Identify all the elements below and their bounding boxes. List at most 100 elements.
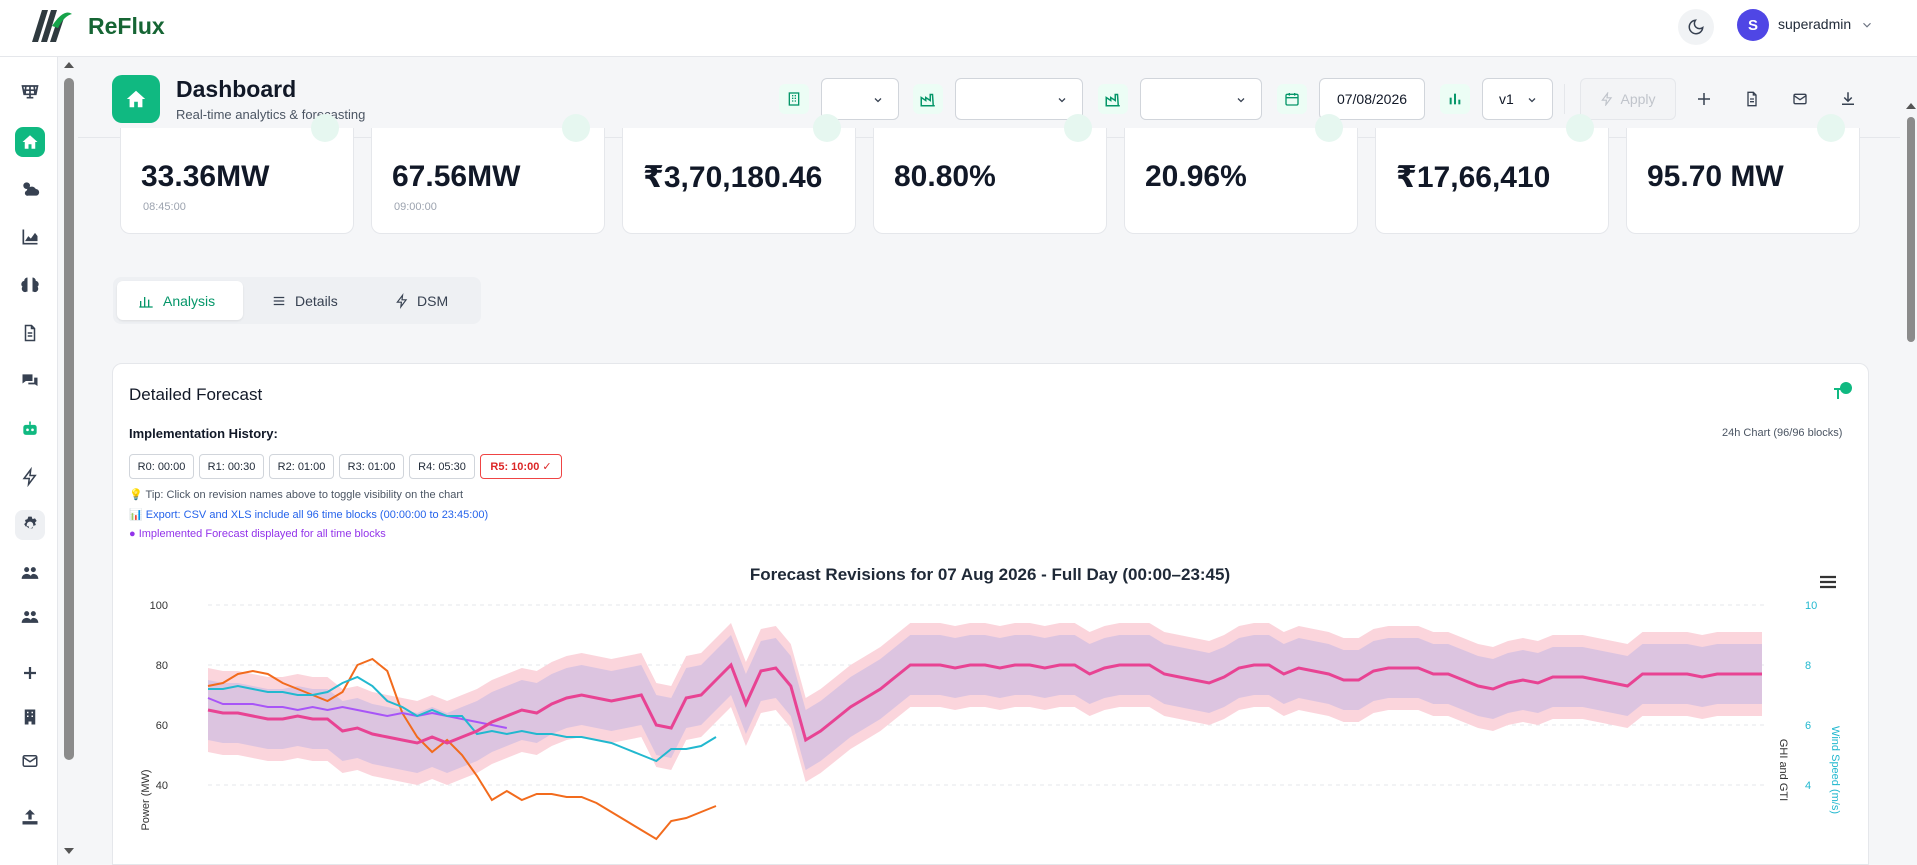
lightning-icon bbox=[396, 292, 408, 309]
y2-axis-label: GHI and GTI bbox=[1777, 739, 1789, 801]
revision-chip[interactable]: R1: 00:30 bbox=[199, 454, 264, 479]
scroll-up-arrow-icon[interactable] bbox=[63, 60, 75, 70]
sidebar-item-upload[interactable] bbox=[15, 802, 45, 832]
sidebar-scrollbar-thumb[interactable] bbox=[64, 78, 74, 760]
unit-filter-icon bbox=[1098, 84, 1128, 114]
gear-icon bbox=[24, 516, 37, 529]
app-name: ReFlux bbox=[88, 13, 165, 39]
plant-select[interactable] bbox=[821, 78, 899, 120]
pin-icon[interactable] bbox=[1828, 381, 1854, 407]
kpi-badge bbox=[311, 114, 339, 142]
plus-icon bbox=[1698, 93, 1710, 105]
kpi-value: ₹3,70,180.46 bbox=[643, 161, 823, 194]
add-button[interactable] bbox=[1689, 84, 1719, 114]
team-icon bbox=[21, 611, 39, 623]
tab-dsm[interactable]: DSM bbox=[375, 281, 468, 320]
bar-chart-icon bbox=[1449, 93, 1461, 105]
chart-span-label: 24h Chart (96/96 blocks) bbox=[1722, 427, 1843, 439]
kpi-badge bbox=[1566, 114, 1594, 142]
chart-menu-icon[interactable] bbox=[1815, 570, 1841, 594]
factory-icon bbox=[920, 93, 935, 107]
kpi-value: 33.36MW bbox=[141, 160, 270, 193]
tab-label: Details bbox=[295, 292, 338, 309]
date-input[interactable]: 07/08/2026 bbox=[1319, 78, 1425, 120]
version-value: v1 bbox=[1499, 91, 1514, 107]
unit-select[interactable] bbox=[1140, 78, 1262, 120]
lightning-icon bbox=[22, 467, 37, 487]
chevron-down-icon[interactable] bbox=[1860, 18, 1874, 32]
user-name[interactable]: superadmin bbox=[1778, 16, 1852, 32]
revision-chip-active[interactable]: R5: 10:00 ✓ bbox=[480, 454, 562, 479]
revision-chip[interactable]: R2: 01:00 bbox=[269, 454, 334, 479]
tab-details[interactable]: Details bbox=[251, 281, 358, 320]
avatar[interactable]: S bbox=[1737, 9, 1769, 41]
theme-toggle-button[interactable] bbox=[1678, 9, 1714, 45]
kpi-value: ₹17,66,410 bbox=[1396, 161, 1551, 194]
sidebar-item-reports[interactable] bbox=[15, 318, 45, 348]
sidebar-item-teams[interactable] bbox=[15, 602, 45, 632]
sidebar-item-add[interactable] bbox=[15, 658, 45, 688]
export-note: 📊 Export: CSV and XLS include all 96 tim… bbox=[129, 509, 489, 521]
implementation-history-label: Implementation History: bbox=[129, 426, 278, 441]
tip-note: 💡 Tip: Click on revision names above to … bbox=[129, 489, 464, 501]
y-tick-label: 100 bbox=[150, 600, 168, 612]
brain-icon bbox=[21, 277, 39, 293]
chart-title: Forecast Revisions for 07 Aug 2026 - Ful… bbox=[749, 565, 1231, 584]
dashboard-badge bbox=[112, 75, 160, 123]
download-button[interactable] bbox=[1833, 84, 1863, 114]
main-scrollbar[interactable] bbox=[1905, 57, 1917, 865]
kpi-badge bbox=[1315, 114, 1343, 142]
revision-chip[interactable]: R0: 00:00 bbox=[129, 454, 194, 479]
sidebar-item-mail[interactable] bbox=[15, 746, 45, 776]
sidebar-item-ai[interactable] bbox=[15, 270, 45, 300]
email-button[interactable] bbox=[1785, 84, 1815, 114]
plus-icon bbox=[24, 667, 36, 679]
version-select[interactable]: v1 bbox=[1482, 78, 1553, 120]
y-tick-label: 60 bbox=[156, 720, 168, 732]
kpi-value: 67.56MW bbox=[392, 160, 521, 193]
document-icon bbox=[24, 324, 36, 342]
sidebar-item-plants[interactable] bbox=[15, 702, 45, 732]
sidebar-item-dsm[interactable] bbox=[15, 462, 45, 492]
site-filter-icon bbox=[913, 84, 943, 114]
forecast-title: Detailed Forecast bbox=[129, 385, 263, 404]
apply-label: Apply bbox=[1620, 91, 1656, 107]
y-tick-label: 40 bbox=[156, 780, 168, 792]
kpi-card: ₹17,66,410 bbox=[1375, 114, 1609, 234]
y-axis-label: Power (MW) bbox=[140, 769, 152, 830]
sidebar-item-settings[interactable] bbox=[15, 510, 45, 540]
tab-label: Analysis bbox=[163, 292, 216, 309]
sidebar-item-analytics[interactable] bbox=[15, 222, 45, 252]
version-filter-icon bbox=[1440, 84, 1470, 114]
list-icon bbox=[273, 296, 285, 305]
sidebar-item-home[interactable] bbox=[15, 127, 45, 157]
sidebar-item-users[interactable] bbox=[15, 558, 45, 588]
implemented-note: ● Implemented Forecast displayed for all… bbox=[129, 528, 386, 540]
home-icon bbox=[126, 90, 146, 108]
kpi-badge bbox=[562, 114, 590, 142]
chevron-down-icon bbox=[1237, 98, 1245, 103]
kpi-time: 09:00:00 bbox=[394, 201, 437, 213]
wind-speed-line bbox=[208, 675, 717, 763]
implemented-forecast-line bbox=[207, 662, 1762, 745]
kpi-value: 80.80% bbox=[894, 160, 996, 193]
revision-chip[interactable]: R3: 01:00 bbox=[339, 454, 404, 479]
sidebar-item-solar-panel[interactable] bbox=[15, 76, 45, 106]
sidebar-item-weather[interactable] bbox=[15, 174, 45, 204]
sidebar bbox=[0, 57, 58, 865]
apply-button[interactable]: Apply bbox=[1580, 78, 1676, 120]
sidebar-item-bot[interactable] bbox=[15, 414, 45, 444]
sidebar-scrollbar[interactable] bbox=[63, 60, 75, 862]
kpi-badge bbox=[1064, 114, 1092, 142]
scroll-up-arrow-icon[interactable] bbox=[1905, 101, 1917, 111]
kpi-time: 08:45:00 bbox=[143, 201, 186, 213]
reflux-logo bbox=[32, 10, 72, 42]
kpi-card: 33.36MW 08:45:00 bbox=[120, 114, 354, 234]
sidebar-item-chat[interactable] bbox=[15, 366, 45, 396]
main-scrollbar-thumb[interactable] bbox=[1907, 117, 1915, 342]
revision-chip[interactable]: R4: 05:30 bbox=[409, 454, 475, 479]
site-select[interactable] bbox=[955, 78, 1083, 120]
tab-analysis[interactable]: Analysis bbox=[117, 281, 243, 320]
report-button[interactable] bbox=[1737, 84, 1767, 114]
scroll-down-arrow-icon[interactable] bbox=[63, 846, 75, 856]
